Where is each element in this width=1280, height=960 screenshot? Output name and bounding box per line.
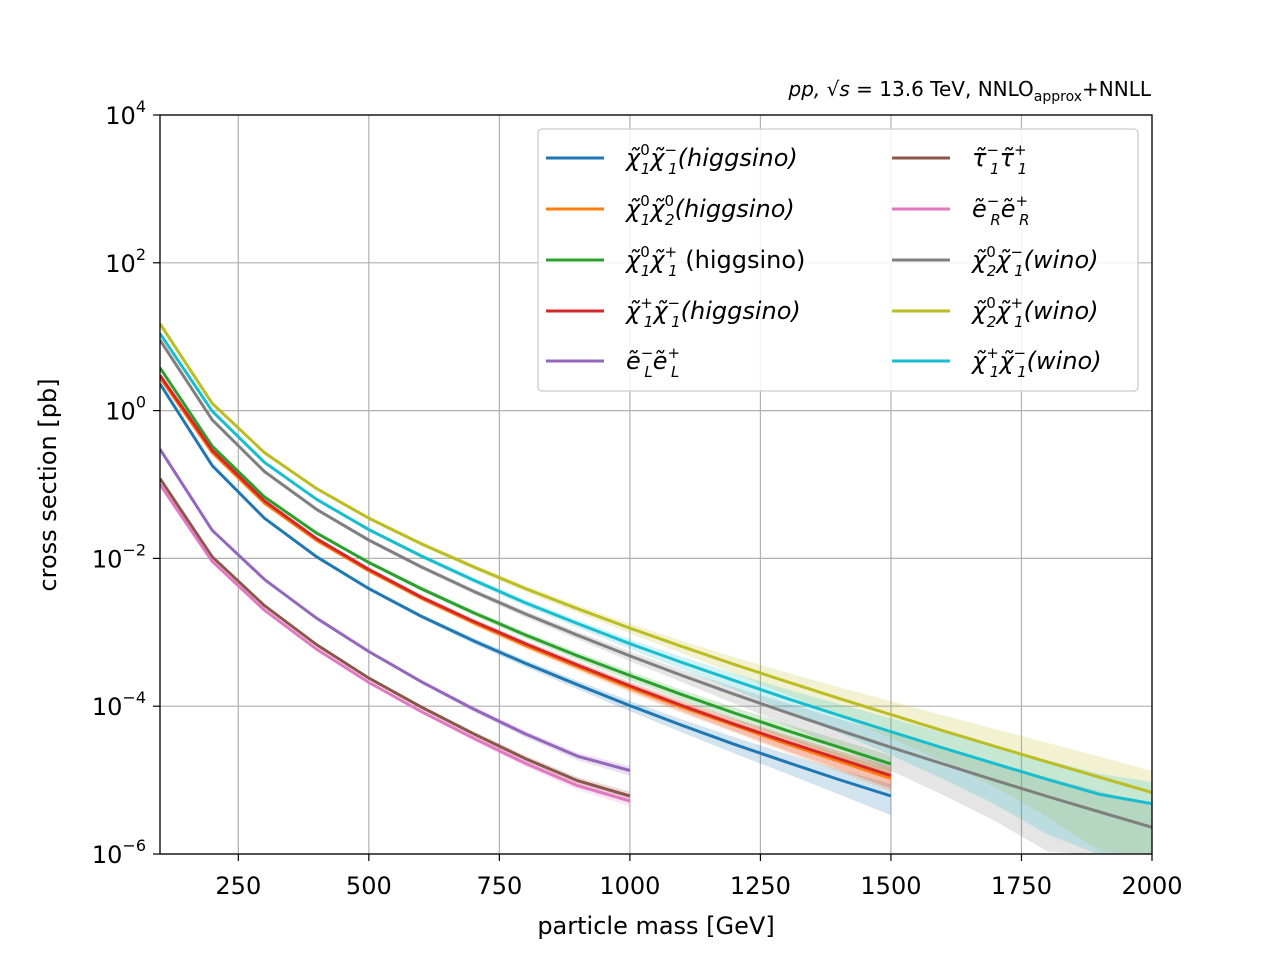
x-tick-label: 500 — [346, 872, 392, 900]
y-tick-label: 10−2 — [92, 540, 146, 573]
y-tick-label: 10−4 — [92, 688, 146, 721]
x-tick-label: 2000 — [1121, 872, 1182, 900]
legend-label: χ̃0 2χ̃+ 1(wino) — [970, 294, 1099, 331]
series-line-7 — [160, 339, 1152, 829]
legend-item-7: χ̃0 2χ̃− 1(wino) — [892, 243, 1099, 280]
legend-item-8: χ̃0 2χ̃+ 1(wino) — [892, 294, 1099, 331]
chart-subtitle: pp, √s = 13.6 TeV, NNLOapprox+NNLL — [788, 77, 1152, 105]
legend-label: χ̃+ 1χ̃− 1(wino) — [970, 344, 1102, 381]
uncertainty-band-7 — [160, 339, 1152, 854]
legend-item-5: τ̃− 1τ̃+ 1 — [892, 141, 1027, 178]
legend-frame — [537, 128, 1139, 392]
y-tick-label: 104 — [105, 97, 146, 130]
legend-label: χ̃+ 1χ̃− 1(higgsino) — [624, 294, 801, 331]
legend: χ̃0 1χ̃− 1(higgsino) χ̃0 1χ̃0 2(higgsino) χ̃0 1… — [537, 128, 1139, 392]
legend-item-2: χ̃0 1χ̃+ 1 (higgsino) — [546, 243, 805, 280]
x-tick-label: 1000 — [599, 872, 660, 900]
y-tick-label: 100 — [105, 393, 146, 426]
uncertainty-band-4 — [160, 448, 630, 776]
subtitle-pp: pp, — [788, 77, 821, 101]
x-tick-label: 1750 — [991, 872, 1052, 900]
legend-item-4: ẽ− Lẽ+ L — [546, 344, 680, 381]
y-axis-ticks: 104 102 100 10−2 10−4 10−6 — [92, 97, 160, 869]
x-tick-label: 1500 — [860, 872, 921, 900]
uncertainty-band-8 — [160, 322, 1152, 854]
legend-label: ẽ− Lẽ+ L — [626, 344, 680, 381]
legend-label: χ̃0 1χ̃− 1(higgsino) — [624, 141, 798, 178]
legend-item-9: χ̃+ 1χ̃− 1(wino) — [892, 344, 1102, 381]
series-line-4 — [160, 448, 631, 772]
subtitle-sqrt-s: √s — [827, 77, 850, 101]
uncertainty-band-9 — [160, 332, 1152, 854]
x-tick-label: 750 — [476, 872, 522, 900]
x-axis-ticks: 250 500 750 1000 1250 1500 1750 2000 — [215, 854, 1183, 900]
legend-item-1: χ̃0 1χ̃0 2(higgsino) — [546, 192, 795, 229]
subtitle-order: NNLO — [978, 77, 1034, 101]
series-lines — [160, 322, 1152, 829]
legend-item-3: χ̃+ 1χ̃− 1(higgsino) — [546, 294, 801, 331]
legend-label: χ̃0 1χ̃+ 1 (higgsino) — [624, 243, 805, 280]
y-tick-label: 10−6 — [92, 836, 146, 869]
uncertainty-band-3 — [160, 374, 891, 789]
uncertainty-band-1 — [160, 376, 891, 792]
x-tick-label: 1250 — [730, 872, 791, 900]
series-line-3 — [160, 374, 892, 778]
series-line-8 — [160, 322, 1152, 794]
legend-label: τ̃− 1τ̃+ 1 — [972, 141, 1027, 178]
x-tick-label: 250 — [215, 872, 261, 900]
subtitle-order-sub: approx — [1034, 89, 1082, 105]
x-axis-label: particle mass [GeV] — [537, 912, 774, 940]
legend-item-0: χ̃0 1χ̃− 1(higgsino) — [546, 141, 798, 178]
legend-label: χ̃0 2χ̃− 1(wino) — [970, 243, 1099, 280]
series-line-5 — [160, 477, 631, 798]
y-axis-label: cross section [pb] — [34, 378, 62, 591]
y-tick-label: 102 — [105, 245, 146, 278]
uncertainty-bands — [160, 322, 1152, 854]
subtitle-order-tail: +NNLL — [1082, 77, 1152, 101]
series-line-9 — [160, 332, 1152, 806]
axes-frame — [159, 114, 1153, 855]
series-line-6 — [160, 483, 631, 803]
subtitle-energy: = 13.6 TeV, — [856, 77, 971, 101]
legend-item-6: ẽ− Rẽ+ R — [892, 192, 1030, 229]
uncertainty-band-2 — [160, 366, 891, 776]
series-line-2 — [160, 366, 892, 766]
legend-label: ẽ− Rẽ+ R — [972, 192, 1030, 229]
legend-label: χ̃0 1χ̃0 2(higgsino) — [624, 192, 795, 229]
uncertainty-band-5 — [160, 478, 630, 802]
series-line-1 — [160, 376, 892, 780]
series-line-0 — [160, 383, 892, 798]
